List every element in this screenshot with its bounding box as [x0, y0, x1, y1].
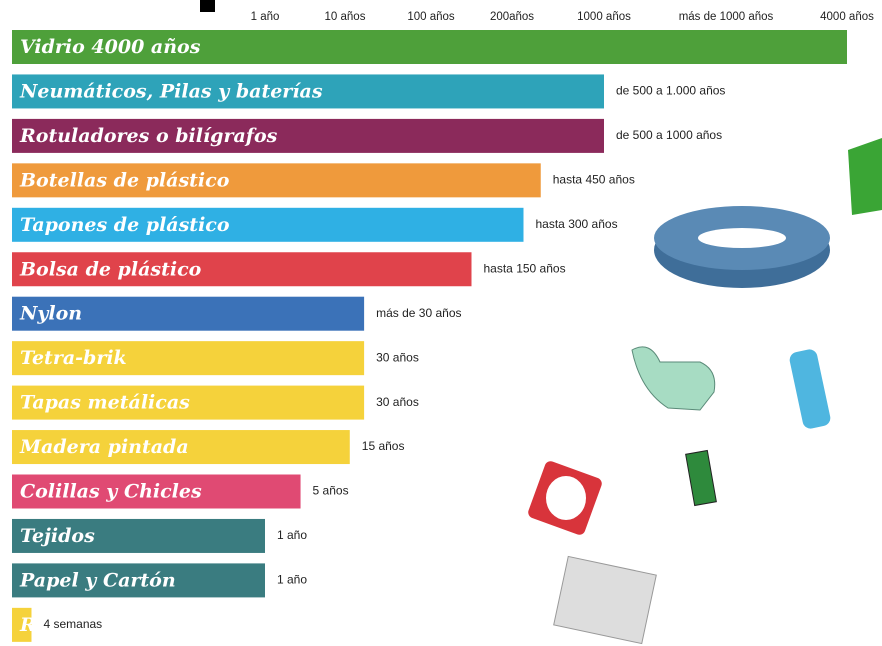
bar: [12, 474, 301, 509]
bar: [12, 385, 365, 420]
category-label: Madera pintada: [19, 436, 189, 458]
category-label: Colillas y Chicles: [20, 481, 202, 503]
value-label: 1 año: [277, 528, 307, 542]
x-tick-label: 200años: [490, 11, 534, 23]
category-label: Tejidos: [20, 525, 95, 547]
bar: [12, 30, 847, 64]
value-label: 5 años: [313, 484, 349, 498]
bar: [12, 163, 541, 198]
x-tick-label: 10 años: [325, 11, 366, 23]
bar: [12, 563, 265, 598]
value-label: hasta 300 años: [536, 217, 618, 231]
category-label: Tetra-brik: [20, 347, 127, 369]
bar: [12, 74, 604, 109]
category-label: Papel y Cartón: [19, 569, 176, 591]
x-tick-label: 100 años: [407, 11, 455, 23]
value-label: 30 años: [376, 395, 419, 409]
category-label: Rotuladores o bilígrafos: [19, 125, 278, 147]
value-label: 4 semanas: [43, 617, 102, 631]
bar: [12, 518, 265, 553]
bar: [12, 207, 524, 242]
x-tick-label: 1 año: [251, 11, 280, 23]
category-label: Bolsa de plástico: [19, 258, 202, 280]
value-label: hasta 150 años: [484, 261, 566, 275]
bar: [12, 296, 365, 331]
value-label: 15 años: [362, 439, 405, 453]
category-label: Neumáticos, Pilas y baterías: [19, 80, 323, 102]
category-label: Botellas de plástico: [19, 169, 230, 191]
value-label: más de 30 años: [376, 306, 461, 320]
value-label: 30 años: [376, 350, 419, 364]
bar: [12, 607, 32, 642]
category-label: Nylon: [19, 303, 82, 325]
bar: [12, 252, 472, 287]
category-label: Tapones de plástico: [20, 214, 230, 236]
category-label: Vidrio 4000 años: [20, 36, 201, 58]
value-label: de 500 a 1000 años: [616, 128, 722, 142]
x-tick-label: 4000 años: [820, 11, 874, 23]
illustrations: [528, 138, 882, 645]
value-label: hasta 450 años: [553, 173, 635, 187]
bar: [12, 430, 350, 465]
bar: [12, 341, 365, 376]
value-label: 1 año: [277, 573, 307, 587]
x-tick-label: 1000 años: [577, 11, 631, 23]
bar: [12, 118, 604, 153]
x-tick-label: más de 1000 años: [679, 11, 774, 23]
category-label: Residuos orgánicos: [19, 614, 227, 636]
value-label: de 500 a 1.000 años: [616, 84, 725, 98]
marker: [200, 0, 215, 12]
category-label: Tapas metálicas: [20, 392, 190, 414]
